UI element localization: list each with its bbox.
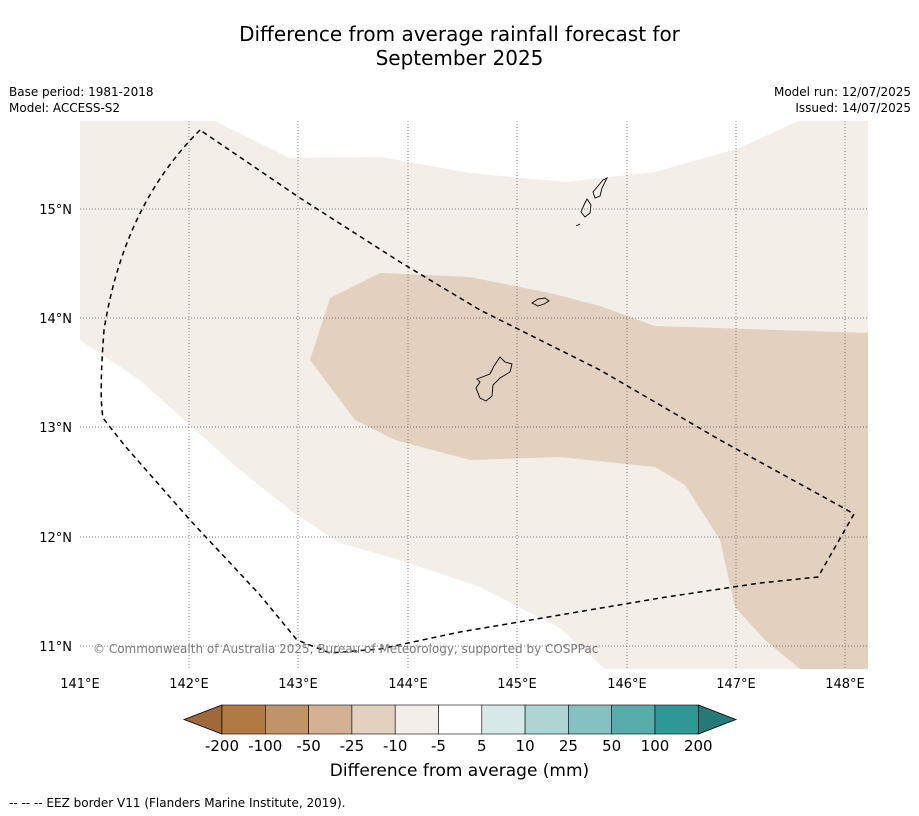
lat-tick-label: 15°N [39, 203, 72, 218]
colorbar-tick-label: -100 [248, 737, 282, 755]
lat-tick-label: 11°N [39, 640, 72, 655]
model-run-text: Model run: 12/07/2025 [773, 85, 911, 99]
title-line-1: Difference from average rainfall forecas… [239, 22, 680, 46]
colorbar-extend-low [182, 704, 223, 735]
lon-tick-label: 142°E [169, 677, 209, 692]
issued-text: Issued: 14/07/2025 [795, 101, 911, 115]
colorbar-tick-label: -5 [431, 737, 446, 755]
eez-border [100, 129, 856, 654]
title-line-2: September 2025 [375, 46, 544, 70]
lat-tick-label: 12°N [39, 531, 72, 546]
colorbar-swatch [221, 704, 266, 735]
colorbar: -200 -100 -50 -25 -10 -5 5 10 25 50 100 200 [182, 704, 738, 755]
colorbar-swatch [308, 704, 353, 735]
colorbar-swatch [351, 704, 396, 735]
colorbar-swatch [394, 704, 439, 735]
colorbar-extend-high [697, 704, 738, 735]
lon-tick-label: 141°E [60, 677, 100, 692]
islands [475, 176, 609, 402]
colorbar-tick-label: -25 [340, 737, 365, 755]
colorbar-tick-label: -10 [383, 737, 408, 755]
lat-tick-label: 14°N [39, 312, 72, 327]
lon-tick-label: 143°E [278, 677, 318, 692]
colorbar-swatch [264, 704, 309, 735]
colorbar-tick-label: 200 [684, 737, 713, 755]
lon-tick-label: 146°E [607, 677, 647, 692]
island-guam [475, 356, 513, 402]
colorbar-tick-label: 100 [641, 737, 670, 755]
lon-tick-label: 147°E [716, 677, 756, 692]
gridlines [80, 121, 868, 669]
island-aguijan [575, 223, 581, 227]
colorbar-tick-label: 10 [516, 737, 535, 755]
model-text: Model: ACCESS-S2 [9, 101, 121, 115]
colorbar-swatch [611, 704, 656, 735]
colorbar-swatch [568, 704, 613, 735]
copyright-text: © Commonwealth of Australia 2025, Bureau… [93, 642, 598, 656]
lat-tick-label: 13°N [39, 421, 72, 436]
colorbar-title: Difference from average (mm) [329, 761, 590, 781]
chart-title: Difference from average rainfall forecas… [0, 22, 919, 70]
axis-tick-labels: 141°E 142°E 143°E 144°E 145°E 146°E 147°E 148°E… [39, 203, 865, 692]
map-area [80, 121, 868, 669]
colorbar-tick-label: 25 [559, 737, 578, 755]
lon-tick-label: 145°E [497, 677, 537, 692]
island-saipan [592, 176, 609, 199]
meta-left: Base period: 1981-2018 Model: ACCESS-S2 [9, 84, 154, 116]
colorbar-tick-label: -200 [205, 737, 239, 755]
region-medium-tan [310, 273, 868, 669]
base-period-text: Base period: 1981-2018 [9, 85, 154, 99]
colorbar-tick-label: 5 [477, 737, 487, 755]
colorbar-swatch [524, 704, 569, 735]
colorbar-swatch [438, 704, 483, 735]
colorbar-tick-label: -50 [296, 737, 321, 755]
region-white-top [215, 121, 798, 182]
island-tinian [580, 198, 592, 218]
meta-right: Model run: 12/07/2025 Issued: 14/07/2025 [774, 84, 911, 116]
lon-tick-label: 144°E [388, 677, 428, 692]
colorbar-swatch [654, 704, 699, 735]
island-rota [531, 297, 550, 307]
colorbar-tick-label: 50 [602, 737, 621, 755]
colorbar-swatch [481, 704, 526, 735]
eez-legend-footer: -- -- -- EEZ border V11 (Flanders Marine… [9, 796, 346, 810]
lon-tick-label: 148°E [825, 677, 865, 692]
